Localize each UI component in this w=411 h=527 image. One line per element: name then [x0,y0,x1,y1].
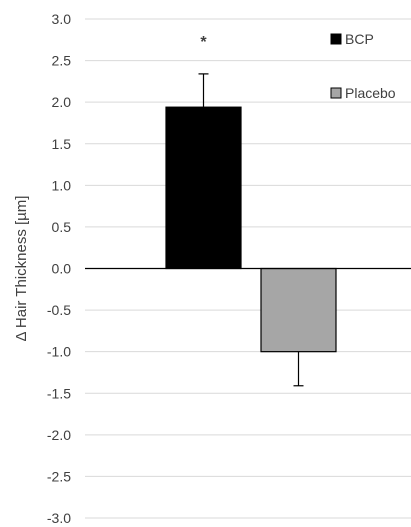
bars [165,106,337,353]
y-tick-label: 2.5 [52,53,72,69]
y-tick-label: 1.0 [52,177,72,193]
y-tick-label: 0.5 [52,219,72,235]
bar-bcp [165,106,242,270]
legend-swatch-bcp [330,33,342,45]
gridlines [85,18,411,519]
y-tick-label: -3.0 [47,510,71,526]
y-tick-label: 2.0 [52,94,72,110]
legend-label-placebo: Placebo [345,85,396,101]
legend-swatch-placebo [330,87,342,99]
y-tick-label: 0.0 [52,261,72,277]
legend-label-bcp: BCP [345,31,374,47]
y-tick-label: -1.5 [47,385,71,401]
y-tick-label: -2.5 [47,468,71,484]
y-tick-label: 3.0 [52,11,72,27]
y-tick-label: -2.0 [47,427,71,443]
y-tick-label: 1.5 [52,136,72,152]
significance-marker: * [200,34,207,51]
y-axis-title: Δ Hair Thickness [µm] [13,196,30,342]
annotations: * [200,34,207,51]
legend: BCP Placebo [330,31,396,101]
bar-placebo [260,267,337,353]
error-bars [198,73,304,387]
y-tick-label: -1.0 [47,344,71,360]
y-axis-ticks: 3.0 2.5 2.0 1.5 1.0 0.5 0.0 -0.5 -1.0 -1.5 -2.0 -2.… [47,11,71,526]
y-tick-label: -0.5 [47,302,71,318]
